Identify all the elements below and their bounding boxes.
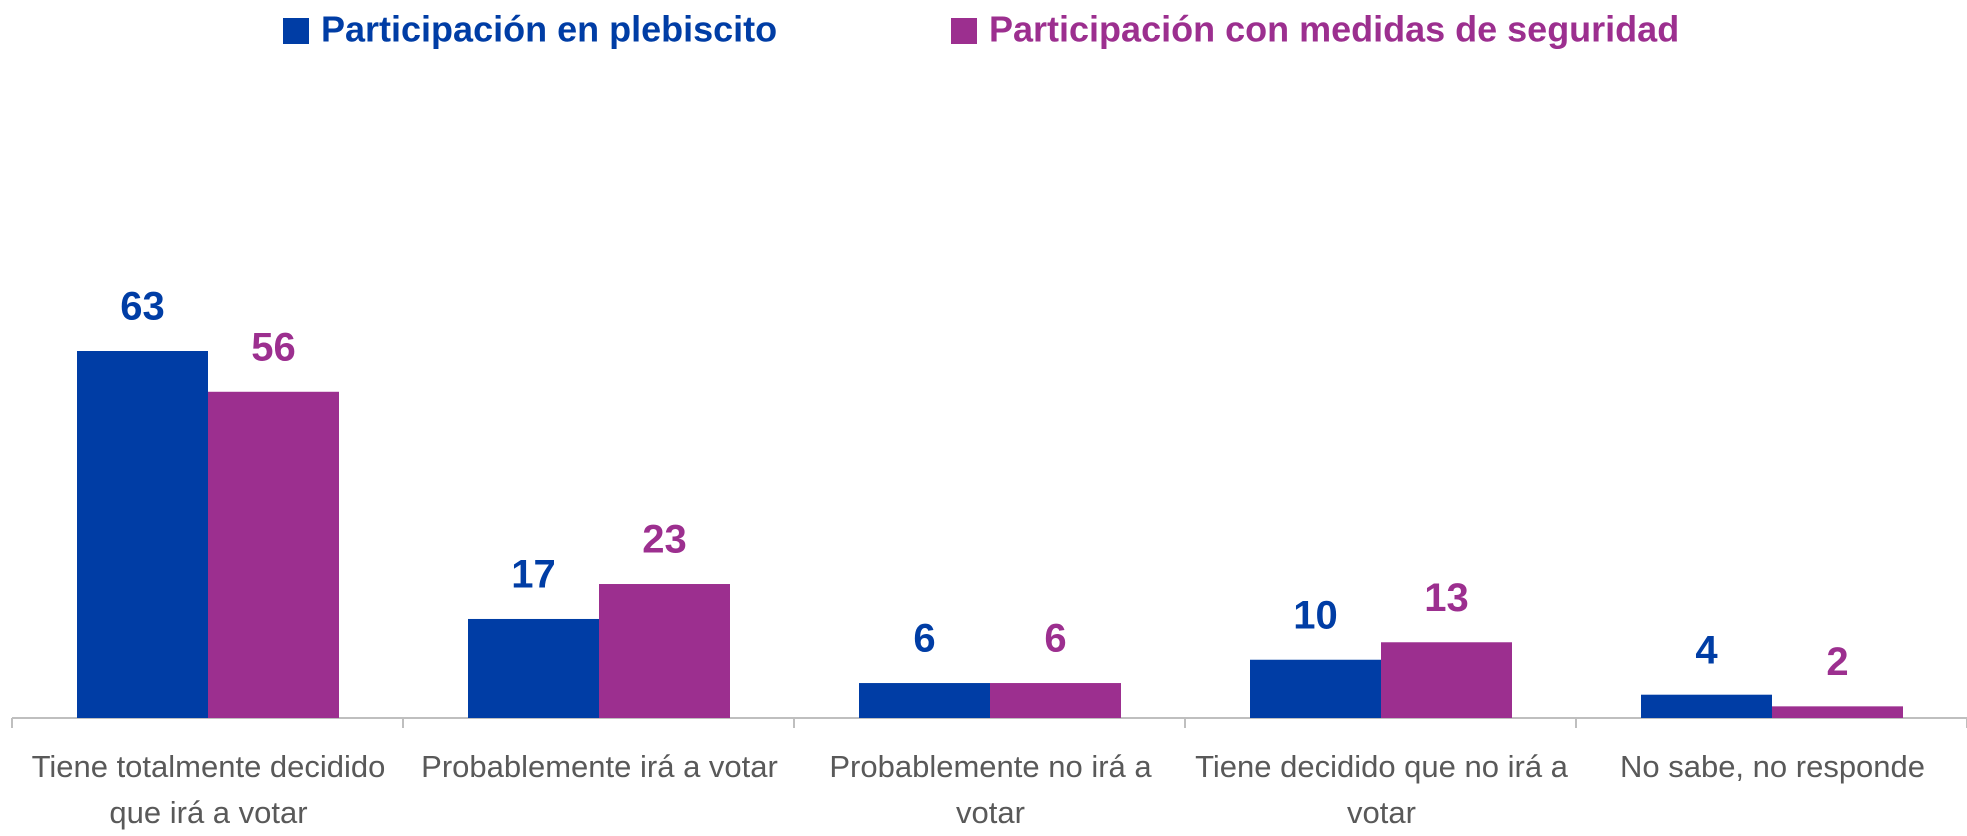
- bar: [599, 584, 730, 718]
- bar: [77, 351, 208, 718]
- bar: [1772, 706, 1903, 718]
- x-tick-label: Tiene totalmente decidido que irá a vota…: [31, 749, 386, 830]
- bar: [468, 618, 599, 718]
- x-tick-label: Probablemente irá a votar: [421, 749, 778, 784]
- bar: [990, 683, 1121, 718]
- data-label: 13: [1424, 576, 1469, 620]
- legend-label: Participación con medidas de seguridad: [989, 9, 1679, 50]
- bar: [1381, 642, 1512, 718]
- data-label: 10: [1293, 593, 1338, 637]
- legend-label: Participación en plebiscito: [321, 9, 777, 50]
- bar: [859, 683, 990, 718]
- bar: [1250, 659, 1381, 718]
- x-tick-label: Probablemente no irá a votar: [829, 749, 1152, 830]
- legend-swatch: [951, 18, 977, 44]
- data-label: 23: [642, 518, 687, 562]
- x-tick-label: No sabe, no responde: [1619, 749, 1926, 784]
- data-label: 2: [1826, 640, 1848, 684]
- data-label: 56: [251, 325, 296, 369]
- legend-swatch: [283, 18, 309, 44]
- bar: [208, 391, 339, 718]
- data-label: 4: [1695, 628, 1718, 672]
- data-label: 6: [913, 617, 935, 661]
- x-tick-label: Tiene decidido que no irá a votar: [1195, 749, 1568, 830]
- bar: [1641, 694, 1772, 718]
- data-label: 17: [511, 553, 556, 597]
- data-label: 63: [120, 285, 165, 329]
- data-label: 6: [1044, 617, 1066, 661]
